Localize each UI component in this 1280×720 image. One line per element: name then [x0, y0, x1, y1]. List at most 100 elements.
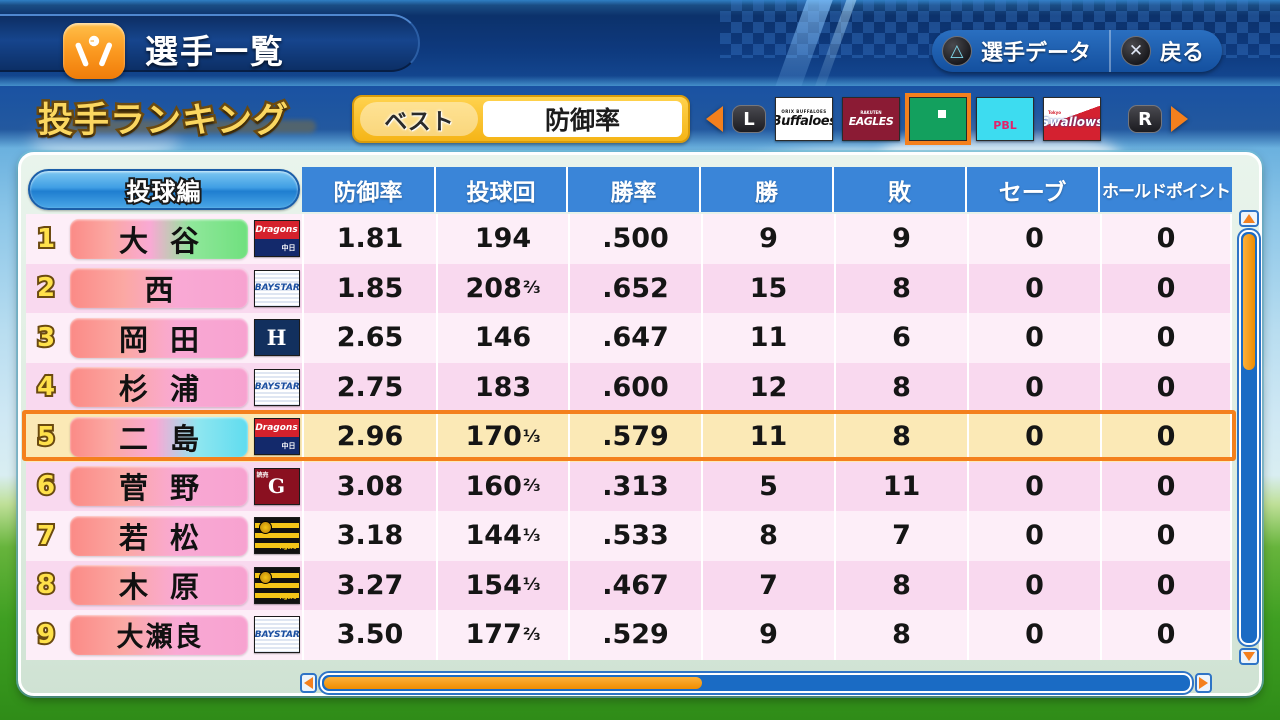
hint-player-data[interactable]: △ 選手データ: [932, 30, 1109, 72]
team-logo-eagles-sub: RAKUTEN: [860, 110, 882, 115]
team-logo-buffaloes-main: Buffaloes: [776, 114, 833, 129]
row-team-cell: H: [251, 313, 302, 363]
cell-era: 2.65: [302, 313, 436, 363]
cell-losses: 9: [834, 214, 967, 264]
column-header-losses[interactable]: 敗: [834, 167, 967, 212]
team-logo-hanshin: H: [253, 319, 300, 357]
row-name-cell[interactable]: 菅 野: [66, 462, 251, 512]
team-next-arrow-icon[interactable]: [1171, 106, 1188, 132]
team-logo-giants: 読売 G: [253, 467, 300, 505]
row-name-cell[interactable]: 岡 田: [66, 313, 251, 363]
cell-saves: 0: [967, 412, 1100, 462]
cell-saves: 0: [967, 610, 1100, 660]
cell-wins: 11: [701, 313, 834, 363]
horizontal-scroll-track[interactable]: [320, 673, 1192, 693]
player-name-pill[interactable]: 木 原: [70, 565, 248, 606]
team-logo-swallows-main: Swallows: [1043, 114, 1101, 129]
column-header-hold-points[interactable]: ホールドポイント: [1100, 167, 1232, 212]
cell-innings: 144 ⅓: [436, 511, 568, 561]
row-name-cell[interactable]: 若 松: [66, 511, 251, 561]
team-logo-baystars: ★BAYSTARS: [253, 368, 300, 406]
cell-saves: 0: [967, 461, 1100, 511]
innings-fraction: ⅔: [522, 624, 541, 645]
player-name-pill[interactable]: 杉 浦: [70, 367, 248, 408]
horizontal-scroll-thumb[interactable]: [324, 677, 702, 689]
cell-wins: 15: [701, 263, 834, 313]
vertical-scroll-track[interactable]: [1239, 230, 1259, 645]
team-logo-swallows[interactable]: Tokyo Swallows: [1043, 97, 1101, 141]
row-name-cell[interactable]: 大瀬良: [66, 610, 251, 660]
cell-hold-points: 0: [1100, 560, 1232, 610]
player-name-pill[interactable]: 岡 田: [70, 317, 248, 358]
row-name-cell[interactable]: 木 原: [66, 561, 251, 611]
row-team-cell: ★BAYSTARS: [251, 610, 302, 660]
team-logo-green-selected[interactable]: [905, 93, 971, 145]
player-name-pill[interactable]: 若 松: [70, 515, 248, 556]
cell-wins: 11: [701, 412, 834, 462]
cell-innings: 146: [436, 313, 568, 363]
cell-wins: 7: [701, 560, 834, 610]
ranking-title-shadow: [56, 120, 316, 133]
row-rank: 9: [35, 618, 57, 652]
team-logo-pbl[interactable]: PBL: [976, 97, 1034, 141]
column-header-era[interactable]: 防御率: [302, 167, 436, 212]
section-label-pill: 投球編: [28, 169, 300, 210]
best-label: ベスト: [384, 109, 454, 135]
cell-hold-points: 0: [1100, 610, 1232, 660]
row-team-cell: ★BAYSTARS: [251, 264, 302, 314]
scroll-left-arrow-icon[interactable]: [300, 673, 317, 693]
table-header-row: 投球編 防御率 投球回 勝率 勝 敗 セーブ ホールドポイント: [26, 167, 1232, 212]
cell-losses: 8: [834, 412, 967, 462]
cell-losses: 8: [834, 263, 967, 313]
row-name-cell[interactable]: 大 谷: [66, 214, 251, 264]
team-logo-buffaloes[interactable]: ORIX BUFFALOES Buffaloes: [775, 97, 833, 141]
column-header-win-pct[interactable]: 勝率: [568, 167, 701, 212]
player-name-pill[interactable]: 二 島: [70, 416, 248, 457]
r-button-icon[interactable]: R: [1128, 105, 1162, 133]
row-name-cell[interactable]: 西: [66, 264, 251, 314]
page-title: 選手一覧: [145, 32, 285, 71]
scroll-down-arrow-icon[interactable]: [1239, 648, 1259, 665]
player-name-pill[interactable]: 菅 野: [70, 466, 248, 507]
player-name-pill[interactable]: 西: [70, 268, 248, 309]
column-header-saves[interactable]: セーブ: [967, 167, 1100, 212]
row-name-cell[interactable]: 杉 浦: [66, 363, 251, 413]
cell-innings: 208 ⅔: [436, 263, 568, 313]
vertical-scroll-thumb[interactable]: [1243, 234, 1255, 370]
ranking-category-selector[interactable]: ベスト 防御率: [352, 95, 690, 143]
cell-win-pct: .467: [568, 560, 701, 610]
l-button-icon[interactable]: L: [732, 105, 766, 133]
ranking-title: 投手ランキング: [36, 99, 291, 144]
vertical-scrollbar[interactable]: [1238, 210, 1260, 665]
hint-back[interactable]: ✕ 戻る: [1108, 30, 1222, 72]
pac-shape-icon: [928, 109, 946, 129]
cell-saves: 0: [967, 362, 1100, 412]
scroll-right-arrow-icon[interactable]: [1195, 673, 1212, 693]
team-logo-eagles[interactable]: RAKUTEN EAGLES: [842, 97, 900, 141]
row-name-cell[interactable]: 二 島: [66, 412, 251, 462]
column-header-innings[interactable]: 投球回: [436, 167, 568, 212]
player-name-pill[interactable]: 大 谷: [70, 218, 248, 259]
horizontal-scrollbar[interactable]: [300, 672, 1212, 694]
player-name-pill[interactable]: 大瀬良: [70, 614, 248, 655]
player-name: 二 島: [118, 421, 206, 456]
best-category-value[interactable]: 防御率: [483, 101, 682, 137]
row-rank: 8: [35, 568, 57, 602]
team-prev-arrow-icon[interactable]: [706, 106, 723, 132]
cell-wins: 12: [701, 362, 834, 412]
column-header-wins[interactable]: 勝: [701, 167, 834, 212]
cell-saves: 0: [967, 560, 1100, 610]
row-rank: 3: [35, 321, 57, 355]
team-logo-dragons: Dragons 中日: [253, 220, 300, 258]
team-logo-baystars: ★BAYSTARS: [253, 269, 300, 307]
scroll-up-arrow-icon[interactable]: [1239, 210, 1259, 227]
